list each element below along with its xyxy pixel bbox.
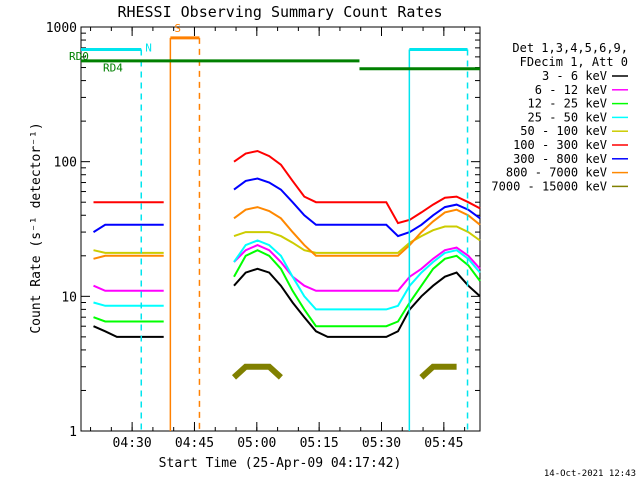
footer-date: 14-Oct-2021 12:43: [544, 469, 636, 479]
series-line: [93, 325, 164, 338]
y-tick-label: 1: [69, 425, 77, 440]
series-line: [233, 244, 481, 292]
x-axis-label: Start Time (25-Apr-09 04:17:42): [159, 456, 402, 471]
plot-area: 1 10 100 1000 04:30 04:45 05:00 05:15 05:30 05:45…: [46, 21, 481, 451]
series-line: [93, 301, 164, 307]
series-line: [92, 223, 164, 233]
x-tick-label: 05:45: [424, 436, 463, 451]
y-axis-label: Count Rate (s⁻¹ detector⁻¹): [29, 122, 44, 333]
series-line: [233, 249, 481, 328]
plot-frame: [80, 26, 481, 432]
x-tick-label: 05:15: [300, 436, 339, 451]
rd4-label: RD4: [103, 62, 123, 75]
legend-entry-label: 50 - 100 keV: [520, 124, 607, 138]
series-line: [419, 363, 457, 380]
chart-title: RHESSI Observing Summary Count Rates: [117, 3, 442, 21]
legend-entry-label: 12 - 25 keV: [528, 97, 607, 111]
x-tick-label: 05:00: [237, 436, 276, 451]
legend-entry-label: 7000 - 15000 keV: [491, 179, 607, 193]
series-line: [93, 316, 164, 323]
series-line: [233, 225, 481, 254]
series-line: [233, 239, 481, 311]
series-line: [233, 206, 481, 257]
legend-entry-label: 300 - 800 keV: [513, 152, 607, 166]
series-line: [233, 177, 481, 238]
legend-entry-label: 6 - 12 keV: [535, 83, 607, 97]
legend-header-line-2: FDecim 1, Att 0: [520, 55, 628, 69]
rd0-label: RD0: [69, 50, 89, 63]
legend-entry-label: 3 - 6 keV: [542, 69, 607, 83]
legend-entry-label: 100 - 300 keV: [513, 138, 607, 152]
legend-header-line-1: Det 1,3,4,5,6,9,: [512, 41, 628, 55]
series-line: [93, 254, 164, 260]
x-tick-label: 04:30: [113, 436, 152, 451]
legend-entry-label: 800 - 7000 keV: [506, 166, 607, 180]
series-line: [233, 149, 481, 225]
y-tick-label: 1000: [46, 21, 77, 36]
series-line: [93, 284, 164, 292]
x-tick-label: 04:45: [175, 436, 214, 451]
night-label: N: [145, 42, 152, 55]
series-line: [231, 363, 283, 380]
saa-label: S: [174, 22, 181, 35]
y-tick-label: 10: [61, 290, 77, 305]
series-line: [93, 249, 164, 254]
series-line: [233, 267, 481, 338]
x-tick-label: 05:30: [362, 436, 401, 451]
legend-entry-label: 25 - 50 keV: [528, 110, 607, 124]
y-tick-label: 100: [54, 156, 77, 171]
